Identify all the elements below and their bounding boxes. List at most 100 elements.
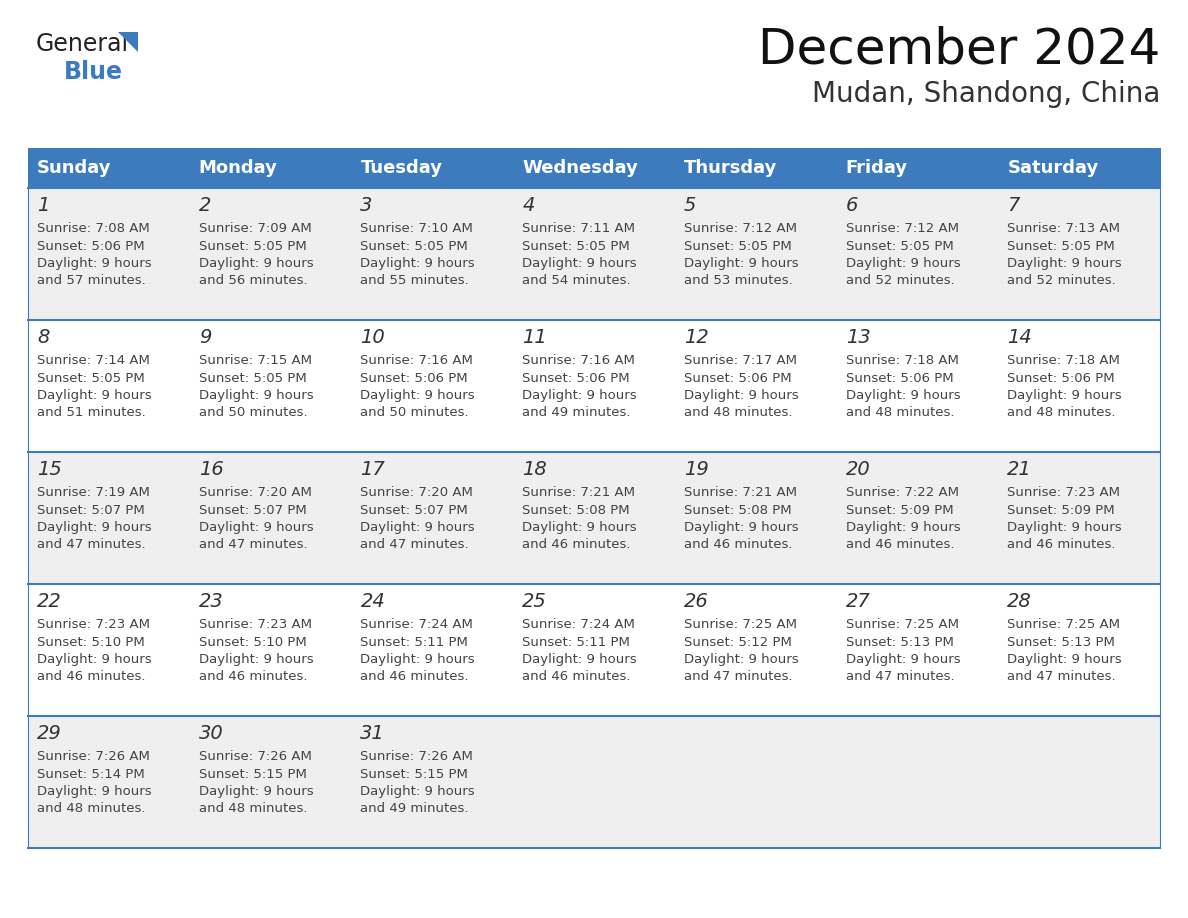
- Text: Sunrise: 7:26 AM: Sunrise: 7:26 AM: [198, 750, 311, 763]
- Text: Sunrise: 7:25 AM: Sunrise: 7:25 AM: [1007, 618, 1120, 631]
- Text: 19: 19: [684, 460, 708, 479]
- Text: 8: 8: [37, 328, 50, 347]
- Text: and 55 minutes.: and 55 minutes.: [360, 274, 469, 287]
- Text: Daylight: 9 hours: Daylight: 9 hours: [198, 785, 314, 798]
- Text: Sunrise: 7:24 AM: Sunrise: 7:24 AM: [523, 618, 636, 631]
- Text: Sunrise: 7:10 AM: Sunrise: 7:10 AM: [360, 222, 473, 235]
- Text: and 54 minutes.: and 54 minutes.: [523, 274, 631, 287]
- Text: 21: 21: [1007, 460, 1032, 479]
- Text: Daylight: 9 hours: Daylight: 9 hours: [37, 653, 152, 666]
- Text: Sunset: 5:15 PM: Sunset: 5:15 PM: [360, 767, 468, 780]
- Text: Sunset: 5:13 PM: Sunset: 5:13 PM: [846, 635, 954, 648]
- Text: Sunrise: 7:26 AM: Sunrise: 7:26 AM: [37, 750, 150, 763]
- Text: Sunset: 5:09 PM: Sunset: 5:09 PM: [846, 503, 953, 517]
- Text: and 46 minutes.: and 46 minutes.: [1007, 539, 1116, 552]
- Text: and 48 minutes.: and 48 minutes.: [37, 802, 145, 815]
- Text: Sunrise: 7:24 AM: Sunrise: 7:24 AM: [360, 618, 473, 631]
- Text: 2: 2: [198, 196, 211, 215]
- Text: and 47 minutes.: and 47 minutes.: [1007, 670, 1116, 684]
- Text: Daylight: 9 hours: Daylight: 9 hours: [360, 389, 475, 402]
- Text: Sunset: 5:11 PM: Sunset: 5:11 PM: [523, 635, 630, 648]
- Text: 5: 5: [684, 196, 696, 215]
- Text: Sunset: 5:05 PM: Sunset: 5:05 PM: [846, 240, 953, 252]
- Text: and 56 minutes.: and 56 minutes.: [198, 274, 308, 287]
- Text: Daylight: 9 hours: Daylight: 9 hours: [198, 521, 314, 534]
- Text: Daylight: 9 hours: Daylight: 9 hours: [523, 653, 637, 666]
- Text: Sunrise: 7:11 AM: Sunrise: 7:11 AM: [523, 222, 636, 235]
- Text: Sunrise: 7:13 AM: Sunrise: 7:13 AM: [1007, 222, 1120, 235]
- Bar: [675, 148, 836, 188]
- Text: Sunset: 5:05 PM: Sunset: 5:05 PM: [360, 240, 468, 252]
- Bar: [29, 452, 1159, 584]
- Text: Daylight: 9 hours: Daylight: 9 hours: [360, 521, 475, 534]
- Text: Blue: Blue: [64, 60, 124, 84]
- Text: Sunrise: 7:17 AM: Sunrise: 7:17 AM: [684, 354, 797, 367]
- Text: Sunset: 5:07 PM: Sunset: 5:07 PM: [360, 503, 468, 517]
- Text: 13: 13: [846, 328, 871, 347]
- Text: Mudan, Shandong, China: Mudan, Shandong, China: [811, 80, 1159, 108]
- Text: 22: 22: [37, 592, 62, 611]
- Text: 28: 28: [1007, 592, 1032, 611]
- Text: Sunrise: 7:12 AM: Sunrise: 7:12 AM: [684, 222, 797, 235]
- Text: and 46 minutes.: and 46 minutes.: [37, 670, 145, 684]
- Text: 20: 20: [846, 460, 871, 479]
- Text: Daylight: 9 hours: Daylight: 9 hours: [360, 257, 475, 270]
- Text: 24: 24: [360, 592, 385, 611]
- Text: Monday: Monday: [198, 159, 278, 177]
- Text: Sunrise: 7:25 AM: Sunrise: 7:25 AM: [846, 618, 959, 631]
- Text: Sunset: 5:05 PM: Sunset: 5:05 PM: [523, 240, 630, 252]
- Text: 27: 27: [846, 592, 871, 611]
- Text: and 49 minutes.: and 49 minutes.: [360, 802, 469, 815]
- Text: Thursday: Thursday: [684, 159, 777, 177]
- Text: and 48 minutes.: and 48 minutes.: [198, 802, 308, 815]
- Text: December 2024: December 2024: [758, 26, 1159, 74]
- Text: and 57 minutes.: and 57 minutes.: [37, 274, 146, 287]
- Text: and 47 minutes.: and 47 minutes.: [684, 670, 792, 684]
- Bar: [190, 148, 352, 188]
- Text: Daylight: 9 hours: Daylight: 9 hours: [360, 653, 475, 666]
- Bar: [352, 148, 513, 188]
- Text: Friday: Friday: [846, 159, 908, 177]
- Text: and 51 minutes.: and 51 minutes.: [37, 407, 146, 420]
- Text: Sunrise: 7:23 AM: Sunrise: 7:23 AM: [37, 618, 150, 631]
- Text: Daylight: 9 hours: Daylight: 9 hours: [684, 653, 798, 666]
- Text: Sunset: 5:13 PM: Sunset: 5:13 PM: [1007, 635, 1116, 648]
- Bar: [998, 148, 1159, 188]
- Text: Sunset: 5:08 PM: Sunset: 5:08 PM: [684, 503, 791, 517]
- Text: Sunset: 5:07 PM: Sunset: 5:07 PM: [37, 503, 145, 517]
- Text: Sunrise: 7:23 AM: Sunrise: 7:23 AM: [198, 618, 311, 631]
- Text: Sunrise: 7:23 AM: Sunrise: 7:23 AM: [1007, 486, 1120, 499]
- Text: and 48 minutes.: and 48 minutes.: [684, 407, 792, 420]
- Text: 1: 1: [37, 196, 50, 215]
- Text: and 46 minutes.: and 46 minutes.: [846, 539, 954, 552]
- Text: Sunrise: 7:08 AM: Sunrise: 7:08 AM: [37, 222, 150, 235]
- Text: and 47 minutes.: and 47 minutes.: [360, 539, 469, 552]
- Text: and 53 minutes.: and 53 minutes.: [684, 274, 792, 287]
- Text: 16: 16: [198, 460, 223, 479]
- Text: Sunrise: 7:09 AM: Sunrise: 7:09 AM: [198, 222, 311, 235]
- Text: Sunset: 5:05 PM: Sunset: 5:05 PM: [198, 372, 307, 385]
- Text: 6: 6: [846, 196, 858, 215]
- Text: Daylight: 9 hours: Daylight: 9 hours: [198, 653, 314, 666]
- Text: Daylight: 9 hours: Daylight: 9 hours: [1007, 257, 1121, 270]
- Text: Daylight: 9 hours: Daylight: 9 hours: [37, 785, 152, 798]
- Text: Sunset: 5:06 PM: Sunset: 5:06 PM: [684, 372, 791, 385]
- Text: Daylight: 9 hours: Daylight: 9 hours: [684, 257, 798, 270]
- Text: Daylight: 9 hours: Daylight: 9 hours: [846, 389, 960, 402]
- Text: 9: 9: [198, 328, 211, 347]
- Text: Sunset: 5:11 PM: Sunset: 5:11 PM: [360, 635, 468, 648]
- Text: 26: 26: [684, 592, 708, 611]
- Text: Daylight: 9 hours: Daylight: 9 hours: [523, 389, 637, 402]
- Text: Sunrise: 7:18 AM: Sunrise: 7:18 AM: [1007, 354, 1120, 367]
- Text: and 50 minutes.: and 50 minutes.: [360, 407, 469, 420]
- Bar: [29, 584, 1159, 716]
- Text: Sunrise: 7:20 AM: Sunrise: 7:20 AM: [198, 486, 311, 499]
- Text: Sunrise: 7:25 AM: Sunrise: 7:25 AM: [684, 618, 797, 631]
- Text: Sunset: 5:05 PM: Sunset: 5:05 PM: [684, 240, 791, 252]
- Text: Sunrise: 7:16 AM: Sunrise: 7:16 AM: [523, 354, 636, 367]
- Text: Daylight: 9 hours: Daylight: 9 hours: [846, 521, 960, 534]
- Text: 29: 29: [37, 724, 62, 743]
- Text: Sunset: 5:10 PM: Sunset: 5:10 PM: [37, 635, 145, 648]
- Text: Sunset: 5:05 PM: Sunset: 5:05 PM: [198, 240, 307, 252]
- Text: Sunrise: 7:22 AM: Sunrise: 7:22 AM: [846, 486, 959, 499]
